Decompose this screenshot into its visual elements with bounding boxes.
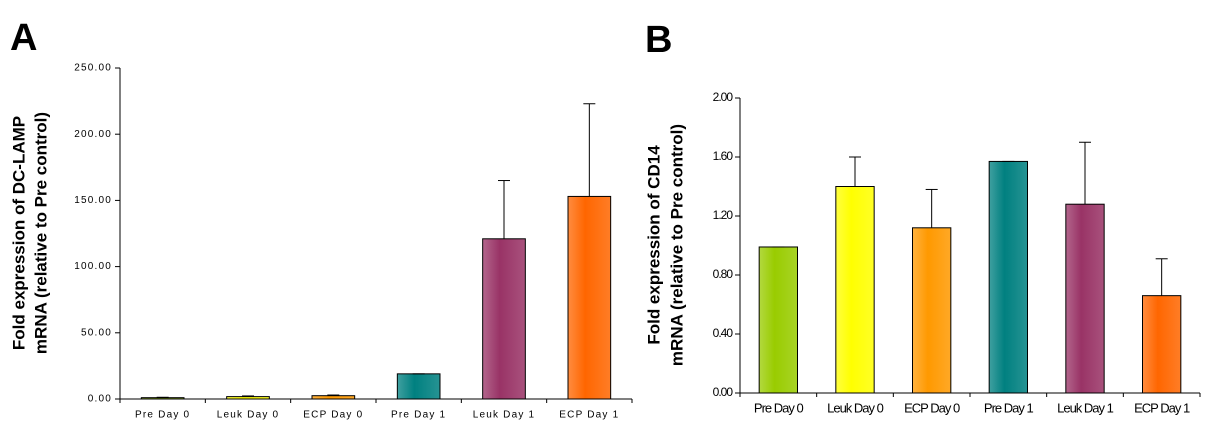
error-bar — [498, 181, 510, 239]
bar — [836, 187, 874, 394]
y-tick-label: 1.20 — [713, 208, 734, 222]
bar — [1143, 296, 1181, 393]
x-tick-label: ECP Day 0 — [303, 410, 363, 421]
y-tick-label: 2.00 — [713, 90, 734, 104]
bar — [227, 397, 270, 399]
y-tick-label: 50.00 — [81, 327, 112, 338]
y-tick-label: 0.80 — [713, 267, 734, 281]
x-tick-label: Leuk Day 0 — [827, 400, 884, 415]
error-bar — [1079, 142, 1091, 204]
y-axis-label: mRNA (relative to Pre control) — [667, 124, 686, 366]
y-tick-label: 0.00 — [713, 385, 734, 399]
x-tick-label: Pre Day 0 — [135, 410, 190, 421]
bar — [913, 228, 951, 393]
y-tick-label: 150.00 — [74, 195, 112, 206]
x-tick-label: Pre Day 1 — [391, 410, 446, 421]
y-tick-label: 250.00 — [74, 63, 112, 74]
x-tick-label: Leuk Day 0 — [217, 410, 280, 421]
bar — [312, 396, 355, 399]
panel-label: A — [10, 17, 37, 59]
y-axis-label: mRNA (relative to Pre control) — [31, 112, 50, 354]
x-tick-label: Pre Day 1 — [984, 400, 1034, 415]
y-tick-label: 100.00 — [74, 261, 112, 272]
x-tick-label: ECP Day 1 — [1134, 400, 1190, 415]
bar — [397, 374, 440, 399]
bar — [1066, 204, 1104, 393]
panel-label: B — [645, 19, 672, 61]
y-tick-label: 1.60 — [713, 149, 734, 163]
bar — [483, 239, 526, 399]
x-tick-label: ECP Day 0 — [904, 400, 960, 415]
y-tick-label: 0.40 — [713, 326, 734, 340]
y-tick-label: 200.00 — [74, 129, 112, 140]
error-bar — [926, 189, 938, 227]
error-bar — [849, 157, 861, 187]
x-tick-label: ECP Day 1 — [559, 410, 619, 421]
error-bar — [1156, 259, 1168, 296]
bar — [141, 398, 184, 399]
bar — [989, 161, 1027, 393]
x-tick-label: Leuk Day 1 — [1057, 400, 1114, 415]
x-tick-label: Pre Day 0 — [754, 400, 804, 415]
x-tick-label: Leuk Day 1 — [473, 410, 536, 421]
error-bar — [583, 104, 595, 197]
y-axis-label: Fold expression of CD14 — [644, 145, 663, 345]
y-axis-label: Fold expression of DC-LAMP — [9, 116, 28, 350]
bar — [759, 247, 797, 393]
y-tick-label: 0.00 — [88, 394, 112, 405]
bar — [568, 196, 611, 399]
